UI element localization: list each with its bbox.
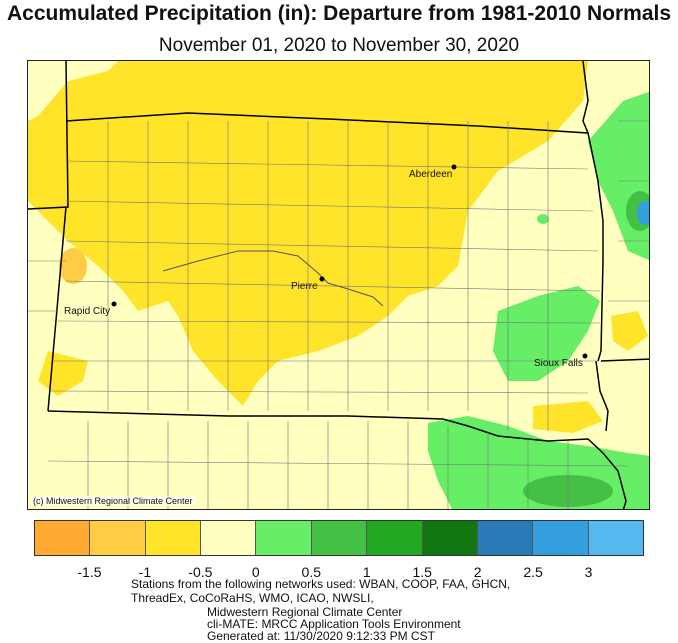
date-range-subtitle: November 01, 2020 to November 30, 2020 [158,35,520,56]
city-rapid-city: Rapid City [64,301,117,317]
legend-swatch-2 [145,521,202,555]
dry-patch-north-west [118,66,158,111]
legend-tick: -1 [138,564,152,580]
river [162,250,384,307]
legend-swatch-3 [201,521,257,555]
legend-tick: 2 [473,564,482,580]
wet-region-east [493,286,600,381]
city-label-rapid-city: Rapid City [64,306,110,317]
legend-swatch-0 [35,521,91,555]
legend-swatch-10 [588,521,643,555]
legend-swatch-5 [311,521,368,555]
color-legend [34,520,644,556]
footer-line-3: Midwestern Regional Climate Center [207,605,403,619]
legend-tick: 2.5 [523,564,543,580]
wet-spot-small [537,214,549,224]
drier-spot-west [59,248,87,284]
city-sioux-falls: Sioux Falls [534,353,588,369]
footer-line-2: ThreadEx, CoCoRaHS, WMO, ICAO, NWSLI, [131,591,374,605]
legend-tick: 1 [362,564,371,580]
city-label-pierre: Pierre [291,281,318,292]
legend-tick: -1.5 [77,564,102,580]
legend-tick: -0.5 [188,564,213,580]
legend-swatch-8 [477,521,534,555]
dry-patch-far-east [611,311,648,351]
state-boundaries [28,61,649,509]
city-label-sioux-falls: Sioux Falls [534,358,583,369]
county-lines [28,120,649,509]
city-pierre: Pierre [291,276,325,292]
legend-swatch-9 [533,521,589,555]
legend-tick: 0.5 [301,564,321,580]
legend-swatch-1 [90,521,146,555]
legend-swatch-4 [256,521,312,555]
footer-line-5: Generated at: 11/30/2020 9:12:33 PM CST [207,629,435,643]
wettest-spot-northeast [637,201,649,225]
city-aberdeen: Aberdeen [409,164,457,180]
legend-tick: 1.5 [412,564,432,580]
legend-swatch-7 [422,521,478,555]
precipitation-departure-map: Aberdeen Pierre Rapid City Sioux Falls (… [27,60,650,510]
map-title: Accumulated Precipitation (in): Departur… [6,2,672,25]
footer-line-1: Stations from the following networks use… [131,577,511,591]
map-canvas: Aberdeen Pierre Rapid City Sioux Falls [28,61,649,509]
legend-tick: 0 [251,564,260,580]
dry-patch-east [468,201,498,236]
legend-tick: 3 [584,564,593,580]
city-label-aberdeen: Aberdeen [409,169,452,180]
map-credit: (c) Midwestern Regional Climate Center [31,496,195,506]
footer-line-4: cli-MATE: MRCC Application Tools Environ… [207,617,461,631]
dry-patch-southeast [533,401,603,433]
legend-tick-labels: -1.5 -1 -0.5 0 0.5 1 1.5 2 2.5 3 [34,564,644,582]
legend-swatch-6 [367,521,423,555]
